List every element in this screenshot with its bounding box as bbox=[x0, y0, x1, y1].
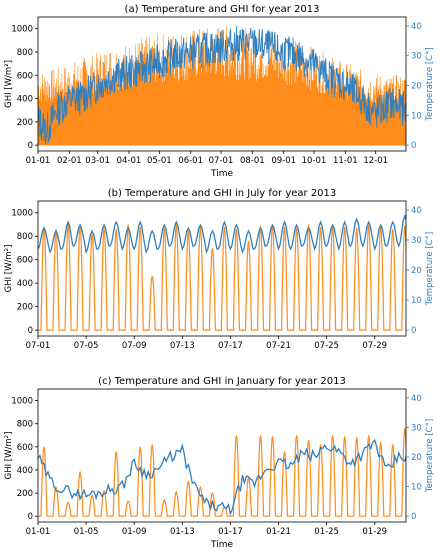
y-tick-label-right: 10 bbox=[411, 296, 422, 306]
x-tick-label: 02-01 bbox=[57, 156, 82, 166]
plot-area-1 bbox=[38, 213, 406, 331]
y-tick-label-left: 800 bbox=[17, 420, 33, 430]
y-tick-label-left: 600 bbox=[17, 443, 33, 453]
x-tick-label: 01-01 bbox=[26, 156, 51, 166]
x-tick-label: 07-25 bbox=[314, 341, 339, 351]
y-tick-label-right: 20 bbox=[411, 266, 422, 276]
x-tick-label: 08-01 bbox=[240, 156, 265, 166]
y-tick-label-left: 600 bbox=[17, 256, 33, 266]
y-axis-label-right: Temperature [C°] bbox=[425, 232, 435, 306]
x-tick-label: 11-01 bbox=[333, 156, 358, 166]
x-tick-label: 10-01 bbox=[302, 156, 327, 166]
x-tick-label: 07-17 bbox=[218, 341, 243, 351]
ghi-series bbox=[38, 428, 406, 517]
y-tick-label-right: 40 bbox=[411, 394, 422, 404]
temperature-series bbox=[38, 26, 406, 145]
panel-title: (a) Temperature and GHI for year 2013 bbox=[125, 4, 320, 15]
x-tick-label: 07-13 bbox=[170, 341, 195, 351]
y-tick-label-left: 0 bbox=[28, 141, 33, 151]
y-tick-label-left: 0 bbox=[28, 512, 33, 522]
x-tick-label: 09-01 bbox=[271, 156, 296, 166]
plot-area-0 bbox=[38, 26, 406, 146]
x-tick-label: 07-09 bbox=[122, 341, 147, 351]
x-axis-label: Time bbox=[210, 169, 233, 179]
x-tick-label: 03-01 bbox=[85, 156, 110, 166]
x-tick-label: 05-01 bbox=[147, 156, 172, 166]
x-tick-label: 06-01 bbox=[178, 156, 203, 166]
x-tick-label: 01-21 bbox=[266, 527, 291, 537]
x-tick-label: 01-01 bbox=[26, 527, 51, 537]
y-tick-label-right: 40 bbox=[411, 206, 422, 216]
y-tick-label-left: 1000 bbox=[11, 209, 33, 219]
x-tick-label: 12-01 bbox=[363, 156, 388, 166]
x-tick-label: 07-29 bbox=[362, 341, 387, 351]
y-tick-label-right: 20 bbox=[411, 81, 422, 91]
panel-1: 0 200 400 600 800 1000 0 10 20 30 40 07-01 07-05 07-0… bbox=[4, 188, 435, 351]
x-axis-label: Time bbox=[210, 540, 233, 550]
panel-title: (c) Temperature and GHI in January for y… bbox=[98, 376, 346, 387]
y-tick-label-left: 0 bbox=[28, 326, 33, 336]
temperature-series bbox=[38, 438, 406, 516]
y-tick-label-right: 30 bbox=[411, 236, 422, 246]
x-tick-label: 04-01 bbox=[117, 156, 142, 166]
x-tick-label: 01-09 bbox=[122, 527, 147, 537]
y-axis-label-left: GHI [W/m²] bbox=[4, 432, 14, 480]
y-tick-label-left: 1000 bbox=[11, 25, 33, 35]
ghi-series bbox=[38, 224, 406, 331]
y-axis-label-right: Temperature [C°] bbox=[425, 419, 435, 493]
y-axis-label-left: GHI [W/m²] bbox=[4, 60, 14, 108]
x-tick-label: 07-21 bbox=[266, 341, 291, 351]
x-tick-label: 01-25 bbox=[314, 527, 339, 537]
y-tick-label-left: 800 bbox=[17, 232, 33, 242]
y-tick-label-right: 20 bbox=[411, 453, 422, 463]
ghi-series bbox=[38, 26, 406, 146]
temperature-series bbox=[38, 213, 406, 255]
y-tick-label-left: 200 bbox=[17, 489, 33, 499]
axes-frame bbox=[37, 16, 407, 152]
panel-title: (b) Temperature and GHI in July for year… bbox=[108, 188, 337, 199]
x-tick-label: 01-05 bbox=[74, 527, 99, 537]
axes-frame bbox=[37, 200, 407, 337]
y-tick-label-right: 30 bbox=[411, 52, 422, 62]
y-tick-label-left: 400 bbox=[17, 279, 33, 289]
panel-0: 0 200 400 600 800 1000 0 10 20 30 40 01-01 02-01 03-0… bbox=[4, 4, 435, 179]
y-tick-label-right: 10 bbox=[411, 483, 422, 493]
x-tick-label: 01-17 bbox=[218, 527, 243, 537]
y-axis-label-right: Temperature [C°] bbox=[425, 47, 435, 121]
y-tick-label-right: 0 bbox=[411, 326, 416, 336]
y-tick-label-right: 40 bbox=[411, 22, 422, 32]
y-tick-label-right: 30 bbox=[411, 423, 422, 433]
y-tick-label-left: 400 bbox=[17, 466, 33, 476]
plot-area-2 bbox=[38, 428, 406, 517]
x-tick-label: 01-13 bbox=[170, 527, 195, 537]
x-tick-label: 07-05 bbox=[74, 341, 99, 351]
y-tick-label-left: 200 bbox=[17, 303, 33, 313]
y-tick-label-left: 800 bbox=[17, 48, 33, 58]
y-tick-label-right: 0 bbox=[411, 512, 416, 522]
y-tick-label-left: 400 bbox=[17, 95, 33, 105]
y-tick-label-right: 0 bbox=[411, 141, 416, 151]
y-tick-label-left: 200 bbox=[17, 118, 33, 128]
x-tick-label: 01-29 bbox=[362, 527, 387, 537]
y-tick-label-left: 1000 bbox=[11, 397, 33, 407]
x-tick-label: 07-01 bbox=[26, 341, 51, 351]
axes-frame bbox=[37, 388, 407, 523]
x-tick-label: 07-01 bbox=[209, 156, 234, 166]
y-tick-label-right: 10 bbox=[411, 111, 422, 121]
panel-2: 0 200 400 600 800 1000 0 10 20 30 40 01-01 01-05 01-0… bbox=[4, 376, 435, 550]
y-axis-label-left: GHI [W/m²] bbox=[4, 245, 14, 293]
y-tick-label-left: 600 bbox=[17, 71, 33, 81]
